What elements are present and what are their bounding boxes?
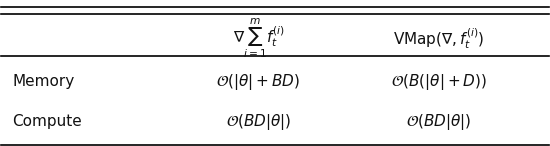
Text: $\nabla \sum_{i=1}^{m} f_t^{(i)}$: $\nabla \sum_{i=1}^{m} f_t^{(i)}$ xyxy=(233,17,284,60)
Text: Memory: Memory xyxy=(12,74,75,89)
Text: $\mathcal{O}\left(BD|\theta|\right)$: $\mathcal{O}\left(BD|\theta|\right)$ xyxy=(226,112,292,132)
Text: $\mathcal{O}\left(BD|\theta|\right)$: $\mathcal{O}\left(BD|\theta|\right)$ xyxy=(406,112,472,132)
Text: $\mathcal{O}\left(|\theta| + BD\right)$: $\mathcal{O}\left(|\theta| + BD\right)$ xyxy=(217,72,301,92)
Text: $\mathrm{VMap}(\nabla, f_t^{(i)})$: $\mathrm{VMap}(\nabla, f_t^{(i)})$ xyxy=(393,26,485,51)
Text: $\mathcal{O}\left(B(|\theta| + D)\right)$: $\mathcal{O}\left(B(|\theta| + D)\right)… xyxy=(391,72,487,92)
Text: Compute: Compute xyxy=(12,114,82,129)
